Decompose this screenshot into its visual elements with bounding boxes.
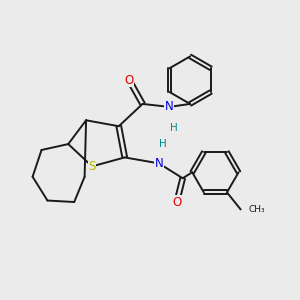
Text: H: H	[160, 139, 167, 149]
Text: O: O	[172, 196, 182, 208]
Text: S: S	[88, 160, 96, 173]
Text: CH₃: CH₃	[249, 205, 266, 214]
Text: N: N	[154, 157, 163, 170]
Text: H: H	[170, 123, 178, 133]
Text: N: N	[165, 100, 174, 113]
Text: O: O	[124, 74, 134, 87]
